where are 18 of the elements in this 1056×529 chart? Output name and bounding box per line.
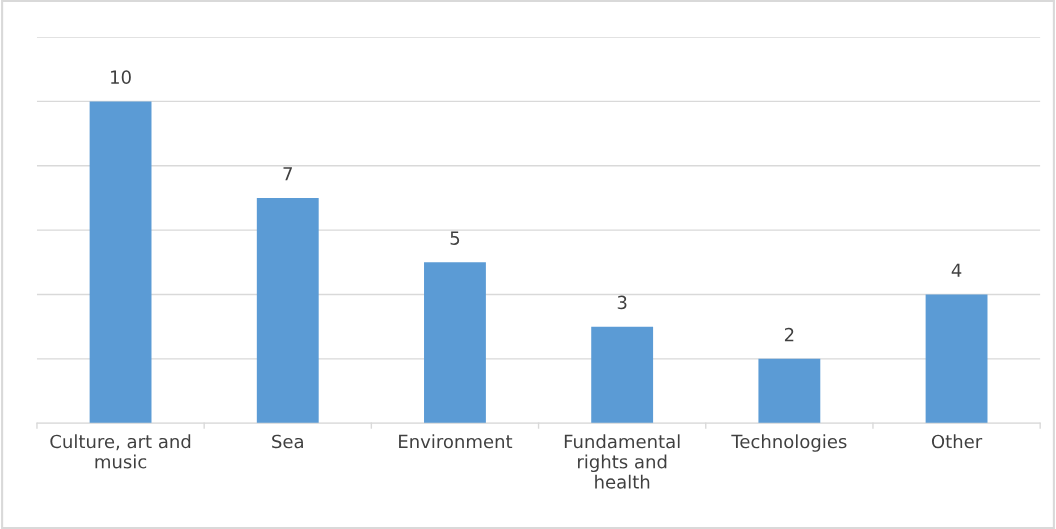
x-tick-label: Technologies (731, 434, 847, 452)
bar (424, 262, 486, 424)
data-label: 10 (111, 70, 131, 84)
bar (758, 358, 821, 424)
bar (591, 326, 654, 424)
x-tick-label: Environment (399, 434, 513, 449)
data-label: 4 (951, 263, 962, 277)
bar (89, 101, 152, 424)
data-label: 5 (450, 231, 460, 245)
x-tick-label: Culture, art and music (50, 434, 191, 469)
bar (256, 197, 319, 424)
data-label: 2 (784, 327, 794, 342)
bar (925, 294, 988, 424)
data-label: 3 (617, 295, 627, 310)
x-tick-label: Fundamental rights and health (564, 434, 680, 489)
x-tick-label: Other (931, 434, 983, 449)
x-tick-label: Sea (272, 434, 303, 449)
data-label: 7 (283, 167, 292, 181)
